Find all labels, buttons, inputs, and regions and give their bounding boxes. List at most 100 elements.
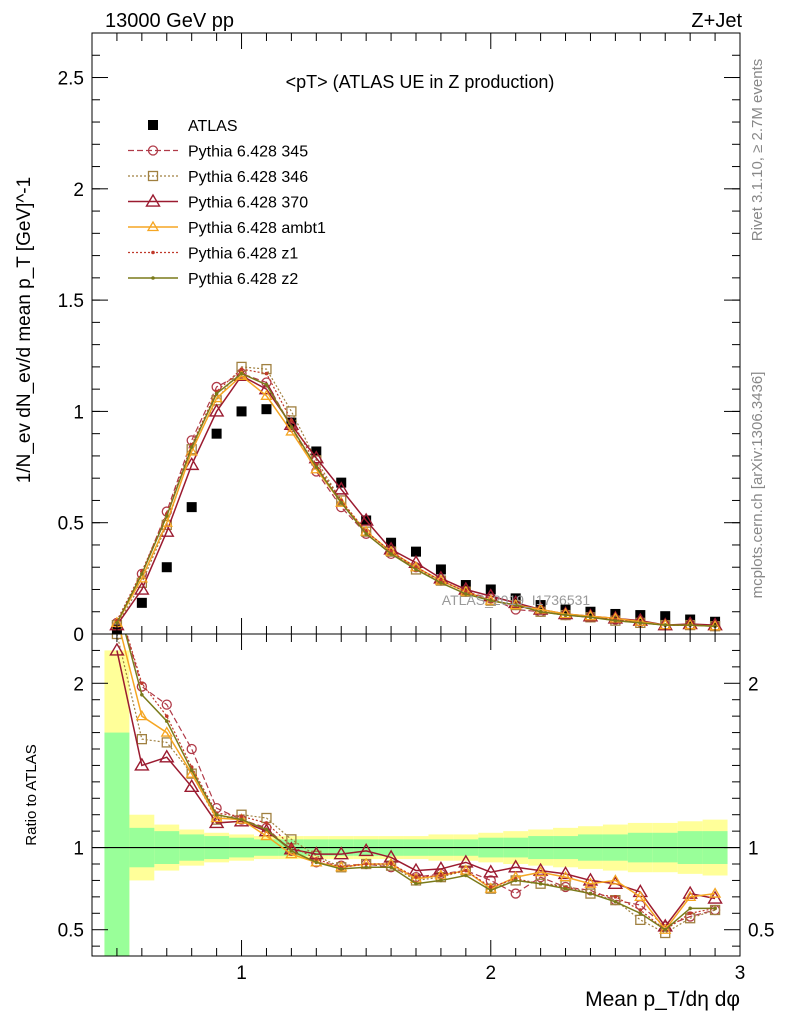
ratio-point-z2 <box>314 860 319 865</box>
rivet-version-label: Rivet 3.1.10, ≥ 2.7M events <box>749 59 766 242</box>
data-point-346 <box>336 495 347 506</box>
ratio-point-370 <box>458 854 474 868</box>
data-point-370 <box>333 481 349 495</box>
series-line-346 <box>116 366 716 627</box>
ratio-point-z2 <box>389 865 393 870</box>
ratio-point-345 <box>510 888 521 899</box>
ratio-point-z2 <box>414 881 418 886</box>
data-point-z2 <box>115 621 119 625</box>
ratio-point-z2 <box>513 878 518 883</box>
data-point-z2 <box>239 371 244 376</box>
data-point-ambt1 <box>260 389 273 400</box>
legend-marker-370 <box>145 193 161 207</box>
ratio-point-370 <box>682 885 698 899</box>
legend-label-345: Pythia 6.428 345 <box>188 144 308 161</box>
ratio-series-group <box>109 597 723 939</box>
ratio-point-346 <box>709 904 721 916</box>
ratio-point-z1 <box>314 857 319 861</box>
ratio-point-ambt1 <box>584 877 597 888</box>
ratio-point-z2 <box>264 827 269 832</box>
ratio-point-370 <box>358 842 374 857</box>
ratio-point-z1 <box>638 908 643 912</box>
ratio-y-tick-label-right: 1 <box>748 839 759 860</box>
ratio-point-z2 <box>189 768 194 773</box>
ratio-point-370 <box>134 757 150 771</box>
ratio-point-370 <box>333 846 349 860</box>
ratio-point-z1 <box>488 885 493 889</box>
data-point-ambt1 <box>559 607 572 619</box>
data-point-z2 <box>339 500 344 505</box>
series-370 <box>109 367 723 631</box>
y-tick-label: 1.5 <box>58 291 84 312</box>
ratio-point-345 <box>485 875 496 886</box>
legend-label-346: Pythia 6.428 346 <box>188 169 308 186</box>
legend-entry-z1: Pythia 6.428 z1 <box>128 246 298 263</box>
main-y-axis-label: 1/N_ev dN_ev/d mean p_T [GeV]^-1 <box>14 177 35 483</box>
data-point-z2 <box>688 623 692 627</box>
ratio-point-z2 <box>538 881 543 886</box>
y-tick-label: 2.5 <box>58 69 84 90</box>
legend-marker-z1 <box>151 250 155 255</box>
ratio-point-345 <box>112 597 121 606</box>
ratio-point-z1 <box>688 911 692 916</box>
ratio-point-ambt1 <box>210 811 223 823</box>
series-line-345 <box>116 372 716 627</box>
data-point-z2 <box>189 445 194 449</box>
ratio-point-346 <box>136 733 147 745</box>
data-point-z2 <box>364 532 368 536</box>
data-point-346 <box>286 406 297 417</box>
ratio-panel: 0.5 0.5 1 1 2 2 1 2 3 Ratio to ATLAS Mean p_T/dη… <box>23 597 774 1011</box>
x-tick-label: 1 <box>236 963 247 984</box>
series-ambt1 <box>110 369 722 631</box>
ratio-point-z2 <box>663 927 668 932</box>
ratio-point-ambt1 <box>534 865 547 877</box>
data-point-ATLAS <box>186 502 197 513</box>
series-line-z2 <box>116 372 716 627</box>
data-point-z2 <box>513 603 518 607</box>
data-point-ATLAS <box>261 404 272 415</box>
data-point-z2 <box>264 382 269 387</box>
series-z2 <box>115 371 717 629</box>
ratio-point-z2 <box>613 899 618 904</box>
data-point-370 <box>134 581 150 595</box>
data-point-z2 <box>588 615 593 620</box>
ratio-point-370 <box>109 642 125 656</box>
x-tick-label: 2 <box>485 963 496 984</box>
data-point-z1 <box>239 367 244 371</box>
data-point-z2 <box>314 465 319 469</box>
ratio-panel-axes: 0.5 0.5 1 1 2 2 1 2 3 <box>58 634 774 984</box>
ratio-point-z1 <box>464 868 468 873</box>
ratio-point-z1 <box>439 873 443 878</box>
legend-label-ambt1: Pythia 6.428 ambt1 <box>188 220 326 237</box>
analysis-watermark: ATLAS_2019_I1736531 <box>442 592 591 608</box>
y-tick-label: 2 <box>73 180 84 201</box>
legend-marker-ATLAS <box>148 120 158 130</box>
data-point-370 <box>308 450 325 464</box>
x-tick-label: 3 <box>735 963 746 984</box>
ratio-point-z1 <box>364 862 368 866</box>
ratio-point-ambt1 <box>285 847 298 859</box>
data-point-ATLAS <box>236 406 247 417</box>
ratio-point-ambt1 <box>135 709 148 721</box>
data-point-370 <box>358 512 374 526</box>
data-point-ATLAS <box>660 611 671 622</box>
data-point-z2 <box>289 425 294 429</box>
legend-marker-345 <box>147 145 159 156</box>
data-point-ambt1 <box>584 609 597 621</box>
ratio-point-z2 <box>364 865 368 870</box>
data-point-370 <box>283 416 300 431</box>
data-point-ATLAS <box>460 580 471 591</box>
legend-marker-ambt1 <box>146 220 160 232</box>
data-point-ATLAS <box>211 428 222 439</box>
ratio-point-370 <box>408 862 424 876</box>
data-point-z2 <box>563 613 568 617</box>
y-tick-label: 1 <box>73 402 84 423</box>
data-point-z2 <box>663 623 668 627</box>
legend-entry-ATLAS: ATLAS <box>148 118 238 135</box>
ratio-point-370 <box>159 749 175 763</box>
main-plot-title: <pT> (ATLAS UE in Z production) <box>286 72 555 92</box>
header-right-label: Z+Jet <box>691 10 742 32</box>
ratio-point-z2 <box>688 906 692 911</box>
ratio-point-z1 <box>264 821 269 825</box>
